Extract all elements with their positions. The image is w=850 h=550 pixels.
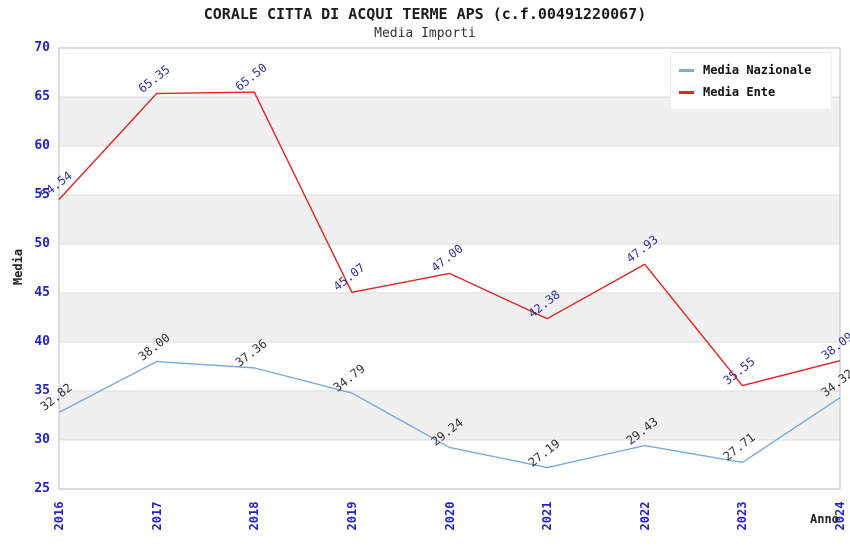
line-media-ente: [58, 91, 841, 387]
plot-band: [59, 195, 840, 244]
chart-title: CORALE CITTA DI ACQUI TERME APS (c.f.004…: [203, 5, 647, 23]
y-tick-label: 45: [34, 285, 50, 300]
legend-swatch-media-ente-icon: [679, 90, 694, 94]
y-axis-title: Media: [11, 248, 25, 286]
plot-band: [59, 293, 840, 342]
y-tick-label: 40: [34, 334, 50, 349]
x-tick-label: 2019: [344, 501, 359, 531]
x-tick-label: 2018: [247, 501, 262, 531]
legend-item-media-ente: Media Ente: [679, 81, 823, 103]
legend-label-media-nazionale: Media Nazionale: [703, 63, 812, 77]
legend-item-media-nazionale: Media Nazionale: [679, 59, 823, 81]
x-tick-label: 2022: [637, 501, 652, 531]
x-tick-label: 2020: [442, 501, 457, 531]
y-tick-label: 65: [34, 89, 50, 104]
x-tick-label: 2021: [540, 501, 555, 531]
chart-subtitle: Media Importi: [374, 26, 476, 41]
x-tick-label: 2016: [52, 501, 66, 531]
line-media-nazionale: [58, 360, 841, 469]
plot-border: [58, 47, 841, 490]
y-tick-label: 50: [34, 236, 50, 251]
legend: Media Nazionale Media Ente: [670, 52, 832, 110]
x-axis-title: Anno: [810, 512, 839, 526]
x-tick-label: 2023: [735, 501, 750, 531]
y-tick-label: 70: [34, 40, 50, 55]
legend-swatch-media-nazionale-icon: [679, 68, 694, 72]
x-tick-label: 2017: [149, 501, 164, 531]
y-tick-label: 55: [34, 187, 50, 202]
y-tick-label: 30: [34, 432, 50, 447]
y-tick-label: 25: [34, 481, 50, 496]
plot-band: [59, 391, 840, 440]
legend-label-media-ente: Media Ente: [703, 85, 776, 99]
y-tick-label: 35: [34, 383, 50, 398]
y-tick-label: 60: [34, 138, 50, 153]
